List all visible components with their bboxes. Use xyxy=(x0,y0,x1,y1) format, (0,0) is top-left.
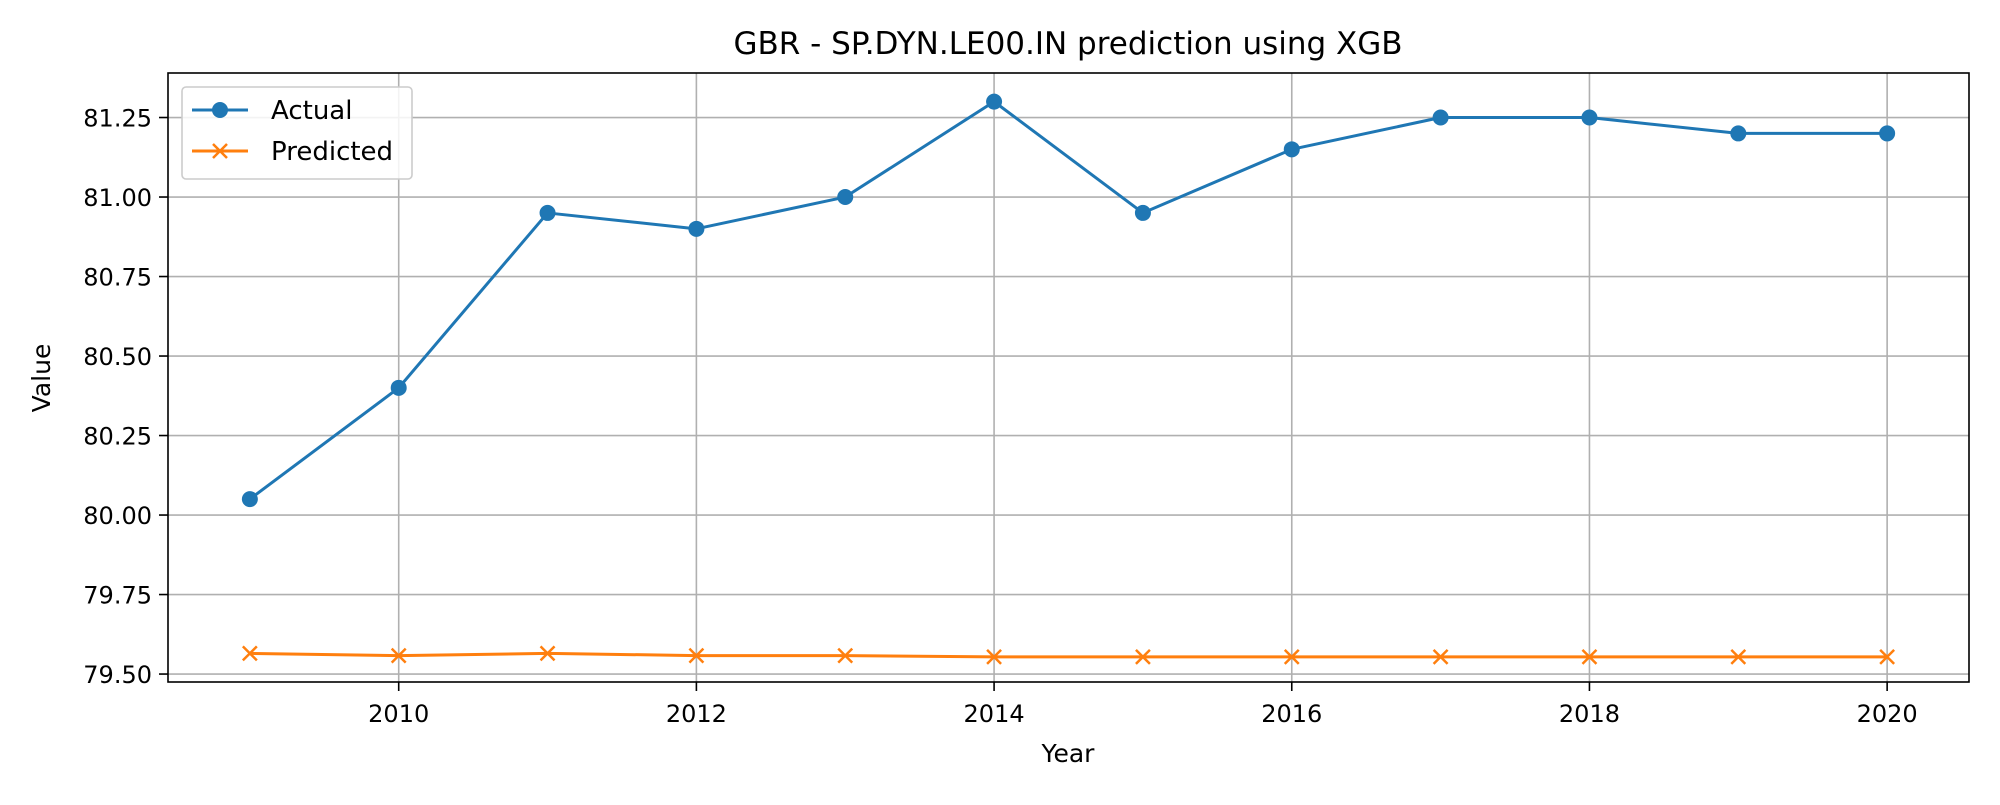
data-point-predicted xyxy=(539,645,556,662)
data-point-predicted xyxy=(688,647,705,664)
data-point-actual xyxy=(1134,204,1151,221)
data-point-actual xyxy=(539,204,556,221)
x-tick-label: 2018 xyxy=(1559,700,1620,728)
data-point-predicted xyxy=(390,647,407,664)
data-point-actual xyxy=(986,93,1003,110)
data-point-predicted xyxy=(1135,648,1151,665)
y-tick-label: 80.00 xyxy=(83,502,152,530)
data-point-actual xyxy=(1283,141,1300,158)
data-point-actual xyxy=(688,220,705,237)
data-point-predicted xyxy=(241,645,258,662)
data-point-predicted xyxy=(1581,648,1598,665)
data-point-predicted xyxy=(1432,648,1449,665)
x-tick-label: 2020 xyxy=(1857,700,1918,728)
legend-label-predicted: Predicted xyxy=(271,137,393,167)
x-tick-label: 2012 xyxy=(666,700,727,728)
y-tick-label: 81.00 xyxy=(83,184,152,212)
series-line-predicted xyxy=(249,651,1888,659)
data-point-actual xyxy=(1730,125,1747,142)
data-point-actual xyxy=(1581,109,1598,126)
y-tick-label: 79.50 xyxy=(83,661,152,689)
ticks: 2010 2012 2014 2016 2018 2020 79.50 79.75 80.00 8… xyxy=(83,105,1917,728)
y-tick-label: 79.75 xyxy=(83,582,152,610)
data-point-predicted xyxy=(1283,648,1300,665)
series-predicted xyxy=(241,645,1896,665)
data-point-actual xyxy=(241,491,258,508)
y-tick-label: 80.25 xyxy=(83,423,152,451)
x-axis-label: Year xyxy=(1041,739,1096,768)
data-point-actual xyxy=(1879,125,1896,142)
data-point-predicted xyxy=(1730,648,1747,665)
y-tick-label: 80.75 xyxy=(83,264,152,292)
legend: Actual Predicted xyxy=(181,86,413,180)
series-line-actual xyxy=(248,100,1888,501)
legend-entry-actual: Actual xyxy=(192,96,352,126)
series-actual xyxy=(241,93,1896,508)
x-tick-label: 2014 xyxy=(964,700,1025,728)
legend-marker-predicted xyxy=(212,143,228,159)
data-point-actual xyxy=(837,189,854,206)
y-tick-label: 80.50 xyxy=(83,343,152,371)
legend-label-actual: Actual xyxy=(271,96,352,126)
x-tick-label: 2010 xyxy=(368,700,429,728)
data-point-actual xyxy=(1432,109,1449,126)
data-point-actual xyxy=(390,379,407,396)
data-point-predicted xyxy=(1879,648,1896,665)
y-axis-label: Value xyxy=(27,344,56,413)
series-layer xyxy=(241,93,1896,665)
plot-frame xyxy=(167,72,1970,683)
data-point-predicted xyxy=(986,648,1002,665)
data-point-predicted xyxy=(837,647,854,664)
legend-entry-predicted: Predicted xyxy=(192,137,393,167)
chart-title: GBR - SP.DYN.LE00.IN prediction using XG… xyxy=(733,26,1402,62)
y-tick-label: 81.25 xyxy=(83,105,152,133)
grid xyxy=(168,73,1969,682)
legend-marker-actual xyxy=(212,102,228,118)
x-tick-label: 2016 xyxy=(1261,700,1322,728)
